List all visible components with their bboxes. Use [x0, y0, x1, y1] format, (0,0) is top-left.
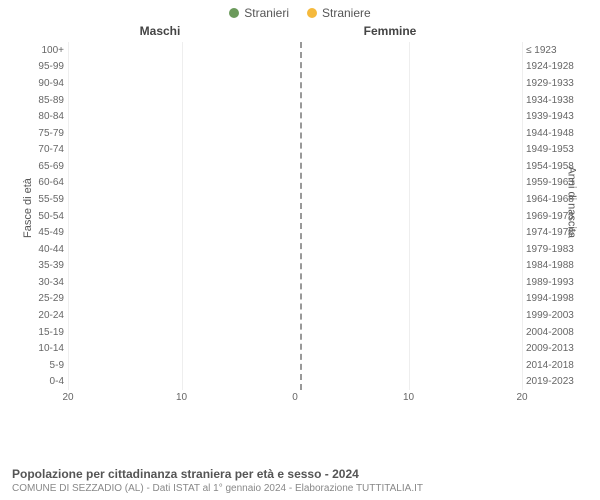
birth-year-label: 1964-1968	[526, 194, 580, 205]
pyramid-row: 75-791944-1948	[68, 125, 522, 142]
x-tick-label: 10	[403, 392, 414, 403]
age-label: 0-4	[20, 376, 64, 387]
pyramid-row: 5-92014-2018	[68, 357, 522, 374]
chart-area: Fasce di età Anni di nascita 100+≤ 19239…	[20, 38, 580, 418]
header-male: Maschi	[0, 24, 260, 38]
birth-year-label: 2014-2018	[526, 360, 580, 371]
birth-year-label: 2004-2008	[526, 327, 580, 338]
pyramid-row: 10-142009-2013	[68, 340, 522, 357]
legend: Stranieri Straniere	[0, 0, 600, 24]
legend-label-male: Stranieri	[244, 6, 289, 20]
birth-year-label: 2019-2023	[526, 376, 580, 387]
birth-year-label: 2009-2013	[526, 343, 580, 354]
age-label: 25-29	[20, 293, 64, 304]
pyramid-row: 30-341989-1993	[68, 274, 522, 291]
age-label: 35-39	[20, 260, 64, 271]
x-axis-ticks: 201001020	[68, 392, 522, 406]
pyramid-row: 40-441979-1983	[68, 241, 522, 258]
x-tick-label: 0	[292, 392, 298, 403]
legend-item-male: Stranieri	[229, 6, 289, 20]
pyramid-row: 60-641959-1963	[68, 175, 522, 192]
age-label: 30-34	[20, 277, 64, 288]
birth-year-label: ≤ 1923	[526, 45, 580, 56]
header-female: Femmine	[260, 24, 520, 38]
swatch-male	[229, 8, 239, 18]
age-label: 50-54	[20, 211, 64, 222]
age-label: 55-59	[20, 194, 64, 205]
birth-year-label: 1924-1928	[526, 61, 580, 72]
legend-label-female: Straniere	[322, 6, 371, 20]
birth-year-label: 1979-1983	[526, 244, 580, 255]
pyramid-row: 45-491974-1978	[68, 224, 522, 241]
age-label: 45-49	[20, 227, 64, 238]
chart-title: Popolazione per cittadinanza straniera p…	[12, 467, 588, 481]
legend-item-female: Straniere	[307, 6, 371, 20]
birth-year-label: 1939-1943	[526, 111, 580, 122]
chart-subtitle: COMUNE DI SEZZADIO (AL) - Dati ISTAT al …	[12, 483, 588, 494]
pyramid-row: 90-941929-1933	[68, 75, 522, 92]
age-label: 85-89	[20, 95, 64, 106]
birth-year-label: 1959-1963	[526, 177, 580, 188]
pyramid-row: 85-891934-1938	[68, 92, 522, 109]
pyramid-row: 80-841939-1943	[68, 108, 522, 125]
pyramid-row: 35-391984-1988	[68, 258, 522, 275]
age-label: 90-94	[20, 78, 64, 89]
birth-year-label: 1989-1993	[526, 277, 580, 288]
birth-year-label: 1954-1958	[526, 161, 580, 172]
age-label: 40-44	[20, 244, 64, 255]
pyramid-row: 95-991924-1928	[68, 59, 522, 76]
birth-year-label: 1969-1973	[526, 211, 580, 222]
footer: Popolazione per cittadinanza straniera p…	[12, 467, 588, 494]
age-label: 60-64	[20, 177, 64, 188]
age-label: 100+	[20, 45, 64, 56]
age-label: 15-19	[20, 327, 64, 338]
pyramid-row: 65-691954-1958	[68, 158, 522, 175]
age-label: 95-99	[20, 61, 64, 72]
x-tick-label: 10	[176, 392, 187, 403]
pyramid-row: 20-241999-2003	[68, 307, 522, 324]
x-tick-label: 20	[516, 392, 527, 403]
birth-year-label: 1974-1978	[526, 227, 580, 238]
age-label: 5-9	[20, 360, 64, 371]
column-headers: Maschi Femmine	[0, 24, 600, 38]
pyramid-row: 15-192004-2008	[68, 324, 522, 341]
birth-year-label: 1944-1948	[526, 128, 580, 139]
age-label: 80-84	[20, 111, 64, 122]
birth-year-label: 1934-1938	[526, 95, 580, 106]
age-label: 20-24	[20, 310, 64, 321]
age-label: 10-14	[20, 343, 64, 354]
birth-year-label: 1949-1953	[526, 144, 580, 155]
pyramid-row: 0-42019-2023	[68, 374, 522, 391]
birth-year-label: 1984-1988	[526, 260, 580, 271]
pyramid-row: 25-291994-1998	[68, 291, 522, 308]
x-tick-label: 20	[62, 392, 73, 403]
age-label: 75-79	[20, 128, 64, 139]
pyramid-row: 70-741949-1953	[68, 141, 522, 158]
pyramid-row: 55-591964-1968	[68, 191, 522, 208]
gridline	[522, 42, 523, 390]
swatch-female	[307, 8, 317, 18]
birth-year-label: 1999-2003	[526, 310, 580, 321]
center-axis	[300, 42, 302, 390]
birth-year-label: 1994-1998	[526, 293, 580, 304]
age-label: 65-69	[20, 161, 64, 172]
birth-year-label: 1929-1933	[526, 78, 580, 89]
pyramid-row: 50-541969-1973	[68, 208, 522, 225]
pyramid-row: 100+≤ 1923	[68, 42, 522, 59]
age-label: 70-74	[20, 144, 64, 155]
pyramid-rows: 100+≤ 192395-991924-192890-941929-193385…	[68, 42, 522, 390]
